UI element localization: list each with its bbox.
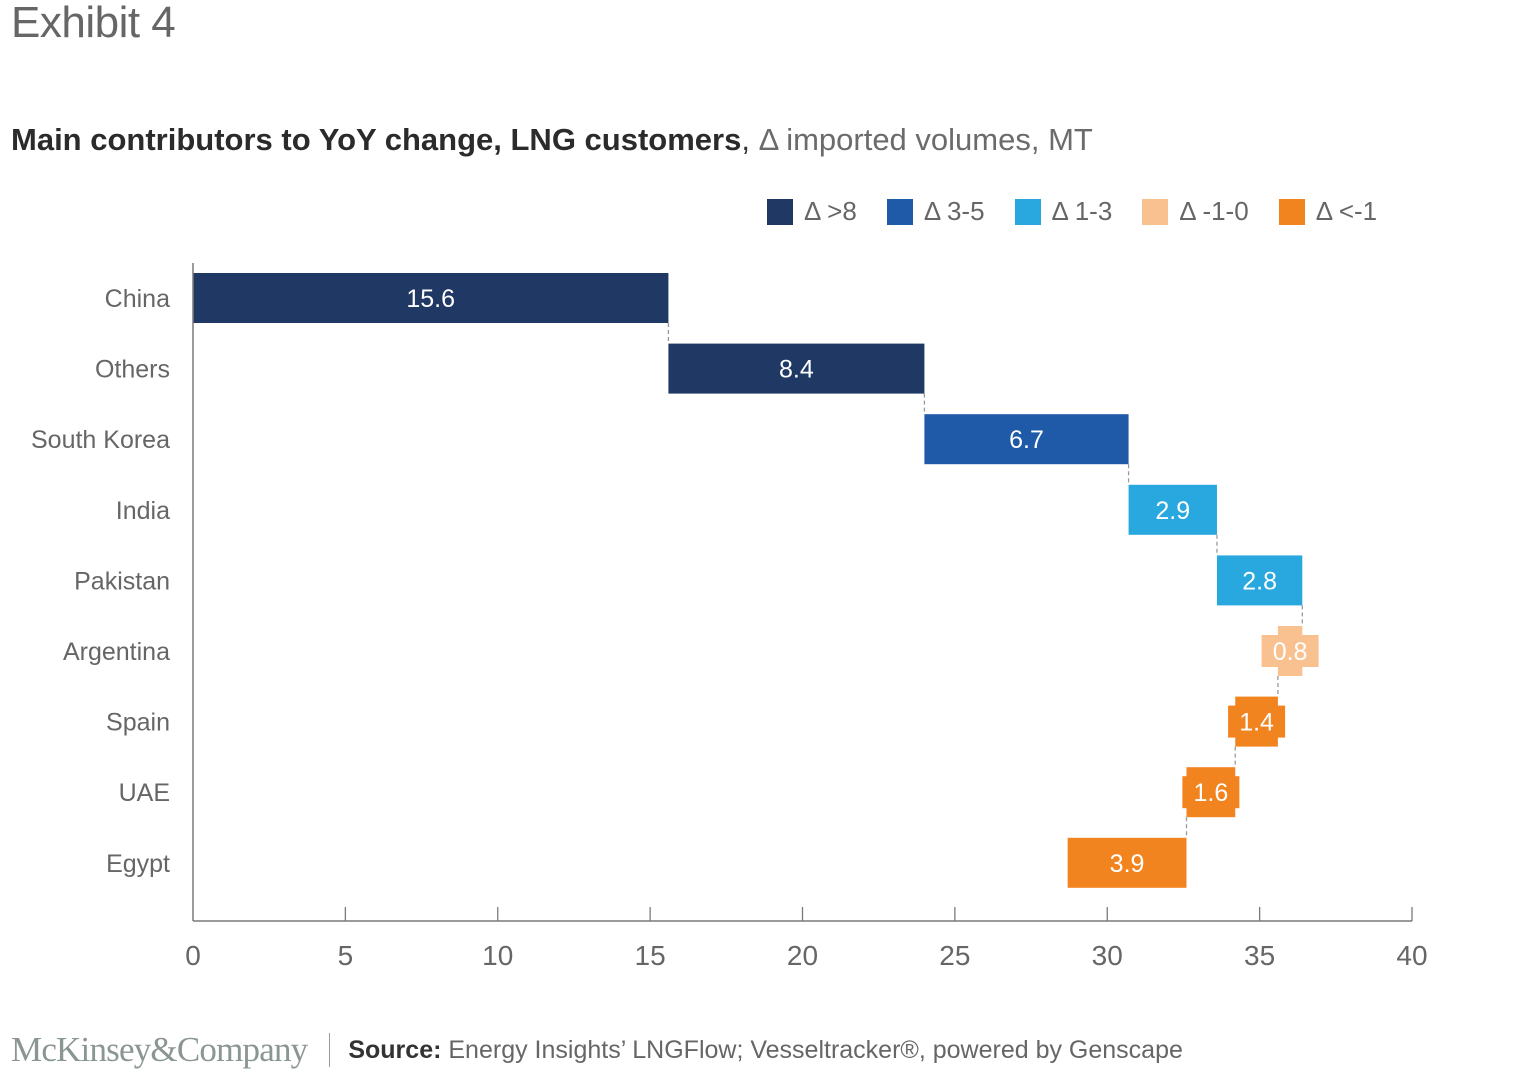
bar-value-labels: 15.6 8.4 6.7 2.9 2.8 0.8 1.4 1.6 3.9 [406, 285, 1319, 878]
bar-label-background [1261, 635, 1319, 667]
legend-item: Δ 1-3 [1014, 196, 1113, 227]
bars [193, 273, 1303, 888]
legend-swatch [1014, 198, 1041, 225]
legend-item: Δ <-1 [1278, 196, 1378, 227]
bar-value-label: 1.4 [1239, 709, 1274, 737]
source-label: Source: [348, 1035, 442, 1064]
bar [1067, 837, 1187, 888]
bar [668, 343, 925, 394]
category-label: Spain [106, 709, 170, 737]
category-label: Argentina [63, 638, 170, 666]
x-tick-label: 15 [635, 940, 666, 971]
x-tick-label: 5 [338, 940, 354, 971]
chart-subtitle: Δ imported volumes, MT [749, 122, 1093, 157]
bar-value-label: 2.8 [1242, 567, 1277, 595]
chart-title-main: Main contributors to YoY change, LNG cus… [11, 122, 742, 157]
category-label: Egypt [106, 850, 170, 878]
legend-item: Δ >8 [767, 196, 857, 227]
category-label: South Korea [31, 426, 170, 454]
x-tick-label: 35 [1244, 940, 1275, 971]
chart-title: Main contributors to YoY change, LNG cus… [11, 122, 1093, 158]
x-tick-label: 30 [1092, 940, 1123, 971]
legend-swatch [1142, 198, 1169, 225]
category-label: UAE [119, 779, 170, 807]
bar-value-label: 3.9 [1110, 850, 1145, 878]
bar-value-label: 2.9 [1155, 497, 1190, 525]
bar-value-label: 15.6 [406, 285, 455, 313]
legend-item: Δ -1-0 [1142, 196, 1249, 227]
category-label: Others [95, 356, 170, 384]
source-note: Source: Energy Insights’ LNGFlow; Vessel… [348, 1036, 1183, 1065]
x-tick-label: 10 [482, 940, 513, 971]
bar-value-label: 0.8 [1273, 638, 1308, 666]
legend-swatch [886, 198, 913, 225]
bar [1216, 555, 1303, 606]
x-tick-label: 0 [185, 940, 201, 971]
legend-label: Δ <-1 [1315, 196, 1378, 226]
category-label: India [116, 497, 170, 525]
bar-value-label: 8.4 [779, 356, 814, 384]
bar-label-background [1182, 776, 1240, 809]
legend-swatch [767, 198, 793, 225]
legend-label: Δ 1-3 [1051, 196, 1113, 226]
bar-value-label: 6.7 [1009, 426, 1044, 454]
legend-label: Δ 3-5 [923, 196, 985, 226]
legend-label: Δ -1-0 [1179, 196, 1249, 226]
chart-title-separator: , [741, 122, 750, 157]
waterfall-chart: 15.6 8.4 6.7 2.9 2.8 0.8 1.4 1.6 3.9 China Others… [31, 263, 1428, 971]
x-ticks: 0 5 10 15 20 25 30 35 40 [185, 907, 1428, 971]
footer: McKinsey&Company Source: Energy Insights… [11, 1030, 1183, 1070]
bar-label-background [1228, 705, 1286, 738]
category-label: Pakistan [74, 567, 170, 595]
x-tick-label: 20 [787, 940, 818, 971]
bar [193, 273, 669, 323]
footer-divider [329, 1033, 331, 1067]
exhibit-label: Exhibit 4 [11, 0, 176, 47]
chart-legend: Δ >8 Δ 3-5 Δ 1-3 Δ -1-0 Δ <-1 [767, 196, 1377, 227]
bar [1128, 484, 1217, 535]
x-tick-label: 40 [1396, 940, 1427, 971]
legend-item: Δ 3-5 [886, 196, 985, 227]
legend-label: Δ >8 [804, 196, 857, 226]
mckinsey-logo: McKinsey&Company [11, 1030, 308, 1069]
legend-swatch [1278, 198, 1305, 225]
category-labels: China Others South Korea India Pakistan Argen… [31, 285, 170, 878]
x-tick-label: 25 [939, 940, 970, 971]
category-label: China [105, 285, 170, 313]
source-text: Energy Insights’ LNGFlow; Vesseltracker®… [441, 1035, 1183, 1064]
bar [924, 414, 1129, 465]
connector-lines [667, 323, 1303, 838]
bar-value-label: 1.6 [1193, 779, 1228, 807]
